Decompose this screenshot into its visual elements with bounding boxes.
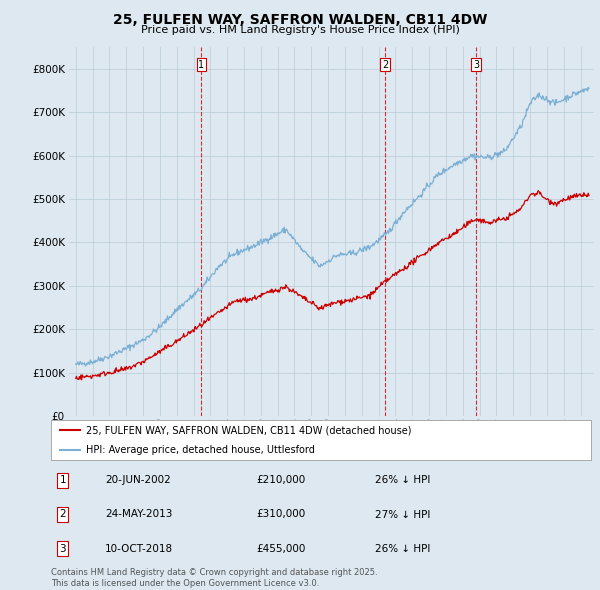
Text: 10-OCT-2018: 10-OCT-2018	[105, 544, 173, 553]
Text: 1: 1	[199, 60, 205, 70]
Text: HPI: Average price, detached house, Uttlesford: HPI: Average price, detached house, Uttl…	[86, 445, 315, 455]
Text: 25, FULFEN WAY, SAFFRON WALDEN, CB11 4DW: 25, FULFEN WAY, SAFFRON WALDEN, CB11 4DW	[113, 13, 487, 27]
Text: £210,000: £210,000	[256, 476, 305, 485]
Text: 2: 2	[59, 510, 66, 519]
Text: 24-MAY-2013: 24-MAY-2013	[105, 510, 172, 519]
Text: 1: 1	[59, 476, 66, 485]
Text: 3: 3	[473, 60, 479, 70]
Text: 3: 3	[59, 544, 66, 553]
Text: £455,000: £455,000	[256, 544, 305, 553]
Text: 25, FULFEN WAY, SAFFRON WALDEN, CB11 4DW (detached house): 25, FULFEN WAY, SAFFRON WALDEN, CB11 4DW…	[86, 425, 412, 435]
Text: 20-JUN-2002: 20-JUN-2002	[105, 476, 171, 485]
Text: Contains HM Land Registry data © Crown copyright and database right 2025.
This d: Contains HM Land Registry data © Crown c…	[51, 568, 377, 588]
Text: 2: 2	[382, 60, 388, 70]
Text: 26% ↓ HPI: 26% ↓ HPI	[375, 544, 430, 553]
Text: Price paid vs. HM Land Registry's House Price Index (HPI): Price paid vs. HM Land Registry's House …	[140, 25, 460, 35]
Text: 26% ↓ HPI: 26% ↓ HPI	[375, 476, 430, 485]
Text: 27% ↓ HPI: 27% ↓ HPI	[375, 510, 430, 519]
Text: £310,000: £310,000	[256, 510, 305, 519]
